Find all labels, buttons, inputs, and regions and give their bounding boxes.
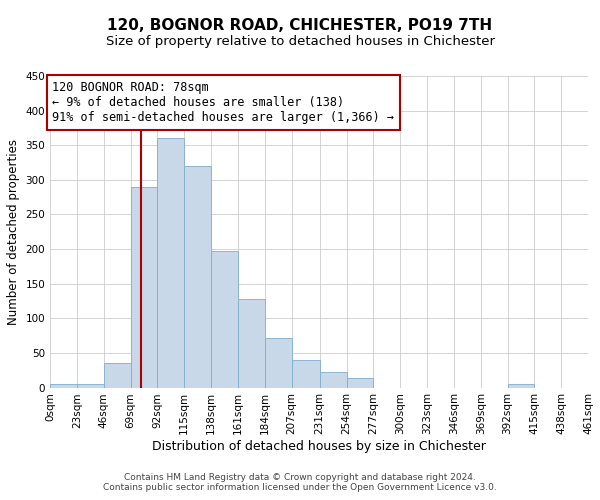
Bar: [50, 384, 77, 388]
Bar: [77, 384, 104, 388]
Bar: [265, 338, 292, 388]
Bar: [347, 378, 373, 388]
Text: Size of property relative to detached houses in Chichester: Size of property relative to detached ho…: [106, 35, 494, 48]
Bar: [184, 166, 211, 388]
Bar: [157, 138, 184, 388]
Text: Contains HM Land Registry data © Crown copyright and database right 2024.
Contai: Contains HM Land Registry data © Crown c…: [103, 473, 497, 492]
Text: 120, BOGNOR ROAD, CHICHESTER, PO19 7TH: 120, BOGNOR ROAD, CHICHESTER, PO19 7TH: [107, 18, 493, 32]
Text: 120 BOGNOR ROAD: 78sqm
← 9% of detached houses are smaller (138)
91% of semi-det: 120 BOGNOR ROAD: 78sqm ← 9% of detached …: [52, 81, 394, 124]
X-axis label: Distribution of detached houses by size in Chichester: Distribution of detached houses by size …: [152, 440, 486, 453]
Bar: [131, 186, 157, 388]
Y-axis label: Number of detached properties: Number of detached properties: [7, 138, 20, 324]
Bar: [508, 384, 535, 388]
Bar: [211, 251, 238, 388]
Bar: [104, 362, 131, 388]
Bar: [292, 360, 320, 388]
Bar: [320, 372, 347, 388]
Bar: [238, 299, 265, 388]
